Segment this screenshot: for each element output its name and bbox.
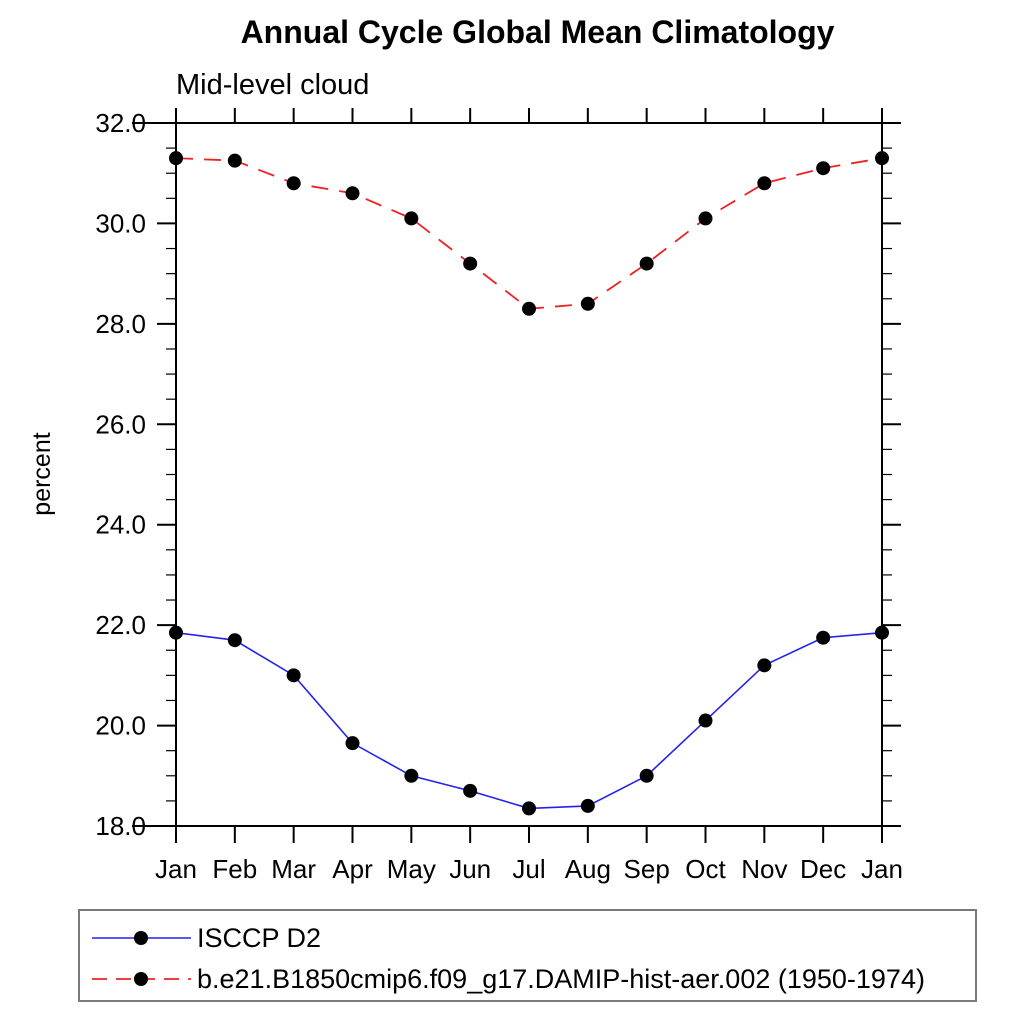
legend-dot-1 — [134, 972, 148, 986]
chart-subtitle: Mid-level cloud — [176, 69, 370, 101]
data-point-0-7 — [580, 798, 595, 813]
data-point-0-10 — [757, 658, 772, 673]
data-point-0-2 — [286, 668, 301, 683]
legend-marker-line-dot-0 — [92, 931, 191, 945]
legend-marker-line-dot-1 — [92, 972, 191, 986]
y-tick-label: 28.0 — [95, 309, 146, 339]
data-point-0-3 — [345, 736, 360, 751]
x-tick-label: Aug — [565, 854, 611, 884]
legend-label-0: ISCCP D2 — [197, 922, 322, 953]
x-tick-label: Apr — [332, 854, 373, 884]
data-point-0-5 — [463, 783, 478, 798]
data-point-1-4 — [404, 211, 419, 226]
y-tick-label: 24.0 — [95, 510, 146, 540]
data-point-0-9 — [698, 713, 713, 728]
y-tick-label: 26.0 — [95, 409, 146, 439]
x-tick-label: Sep — [624, 854, 670, 884]
data-point-1-8 — [639, 256, 654, 271]
x-tick-label: Nov — [741, 854, 787, 884]
x-tick-label: Feb — [212, 854, 257, 884]
data-point-1-2 — [286, 176, 301, 191]
data-point-1-1 — [227, 153, 242, 168]
data-point-0-6 — [522, 801, 536, 816]
data-point-0-0 — [169, 625, 183, 640]
y-tick-label: 30.0 — [95, 208, 146, 238]
data-point-1-9 — [698, 211, 713, 226]
data-point-0-11 — [816, 630, 831, 645]
legend-item-isccp: ISCCP D2 — [90, 920, 321, 956]
y-tick-label: 32.0 — [95, 108, 146, 138]
x-tick-label: Jun — [449, 854, 491, 884]
data-point-1-10 — [757, 176, 772, 191]
data-point-0-4 — [404, 768, 419, 783]
x-tick-label: Oct — [685, 854, 726, 884]
legend-label-1: b.e21.B1850cmip6.f09_g17.DAMIP-hist-aer.… — [197, 963, 925, 994]
y-axis-label: percent — [28, 432, 56, 515]
y-tick-label: 20.0 — [95, 711, 146, 741]
y-tick-label: 22.0 — [95, 610, 146, 640]
x-tick-label: Jan — [155, 854, 197, 884]
y-tick-label: 18.0 — [95, 811, 146, 841]
series-line-1 — [175, 157, 883, 310]
data-point-1-3 — [345, 186, 360, 201]
data-point-1-12 — [875, 151, 889, 166]
x-tick-label: Jul — [512, 854, 545, 884]
legend-item-model: b.e21.B1850cmip6.f09_g17.DAMIP-hist-aer.… — [90, 961, 925, 997]
data-point-1-11 — [816, 161, 831, 176]
data-point-1-6 — [522, 301, 536, 316]
x-tick-label: Jan — [861, 854, 903, 884]
x-tick-label: Mar — [271, 854, 316, 884]
data-point-0-12 — [875, 625, 889, 640]
data-point-1-5 — [463, 256, 478, 271]
x-tick-label: May — [387, 854, 436, 884]
data-point-1-7 — [580, 296, 595, 311]
legend-dot-0 — [134, 931, 148, 945]
data-point-1-0 — [169, 151, 183, 166]
chart-title: Annual Cycle Global Mean Climatology — [240, 14, 835, 50]
data-point-0-1 — [227, 633, 242, 648]
series-line-0 — [175, 631, 883, 810]
x-tick-label: Dec — [800, 854, 846, 884]
legend-box: ISCCP D2 b.e21.B1850cmip6.f09_g17.DAMIP-… — [78, 909, 977, 1002]
data-point-0-8 — [639, 768, 654, 783]
